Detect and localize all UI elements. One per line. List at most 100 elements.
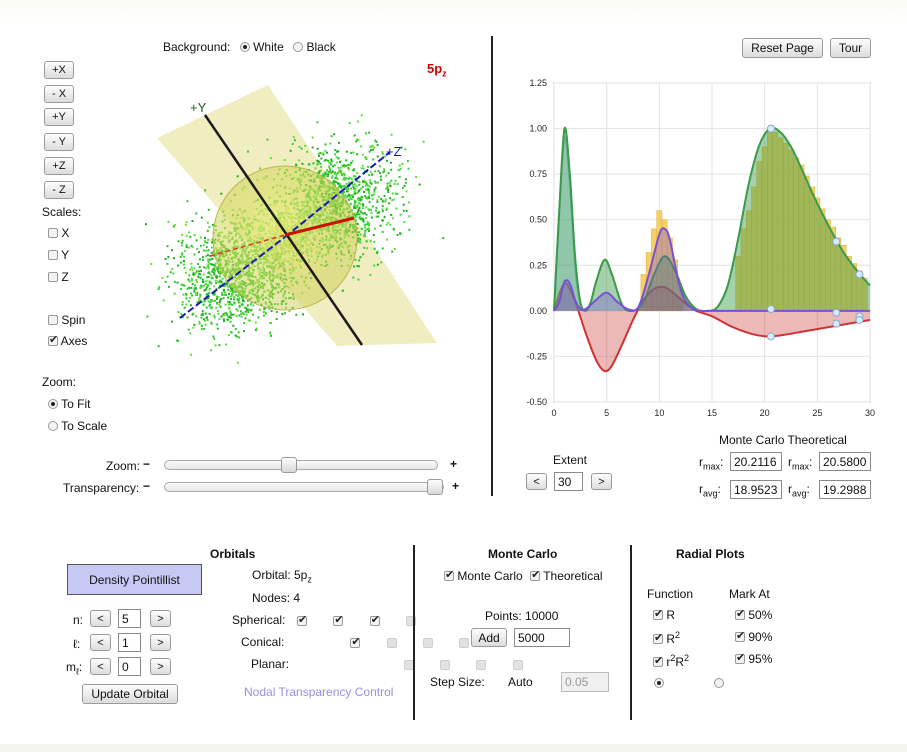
mark-95-checkbox[interactable]	[735, 651, 745, 664]
density-point	[180, 253, 183, 256]
m-decrease-button[interactable]: <	[90, 658, 111, 675]
spherical-node-3-checkbox[interactable]	[369, 613, 380, 626]
orbital-3d-view[interactable]: +Y +Z	[100, 60, 460, 405]
to-scale-radio[interactable]	[48, 421, 58, 431]
density-point	[349, 202, 352, 205]
density-point	[198, 266, 201, 269]
func-r-checkbox[interactable]	[653, 607, 663, 620]
density-point	[210, 322, 213, 325]
density-point	[325, 159, 328, 161]
density-point	[399, 213, 402, 216]
density-point	[223, 313, 226, 316]
density-point	[354, 188, 357, 191]
m-label: mℓ:	[66, 660, 82, 676]
mark-90-checkbox[interactable]	[735, 629, 745, 642]
density-point	[196, 247, 199, 250]
m-label-colon: :	[78, 660, 83, 674]
func-r2-checkbox[interactable]	[653, 631, 663, 644]
density-point	[357, 240, 360, 243]
spherical-node-2-checkbox[interactable]	[333, 613, 344, 626]
n-increase-button[interactable]: >	[150, 610, 171, 627]
density-point	[247, 311, 250, 313]
transparency-slider-thumb[interactable]	[427, 479, 443, 495]
density-point	[206, 229, 209, 232]
density-point	[349, 163, 352, 166]
view-minus-z-button[interactable]: - Z	[44, 181, 74, 199]
step-size-input[interactable]	[561, 672, 609, 692]
add-points-input[interactable]	[514, 628, 570, 647]
tour-button[interactable]: Tour	[830, 38, 871, 58]
density-point	[358, 202, 360, 205]
step-auto-radio[interactable]	[654, 678, 665, 688]
view-plus-z-button[interactable]: +Z	[44, 157, 74, 175]
extent-input[interactable]	[554, 472, 583, 491]
scale-x-checkbox[interactable]	[48, 228, 58, 238]
n-decrease-button[interactable]: <	[90, 610, 111, 627]
add-points-button[interactable]: Add	[471, 628, 507, 647]
density-pointillist-button[interactable]: Density Pointillist	[67, 564, 202, 595]
density-point	[332, 182, 335, 185]
mc-rmax-field[interactable]	[730, 452, 782, 471]
density-point	[381, 208, 384, 211]
zoom-slider[interactable]	[164, 457, 438, 473]
spherical-node-1-checkbox[interactable]	[297, 613, 307, 626]
extent-increase-button[interactable]: >	[591, 473, 612, 490]
step-manual-radio[interactable]	[714, 678, 725, 688]
density-point	[385, 223, 388, 226]
view-minus-x-button[interactable]: - X	[44, 85, 74, 103]
transparency-slider[interactable]	[164, 479, 444, 495]
density-point	[232, 324, 235, 327]
mark-95-label: 95%	[748, 652, 773, 666]
density-point	[362, 253, 365, 256]
l-decrease-button[interactable]: <	[90, 634, 111, 651]
m-input[interactable]	[118, 657, 141, 676]
zoom-minus[interactable]: −	[143, 457, 151, 471]
l-input[interactable]	[118, 633, 141, 652]
density-point	[383, 168, 386, 171]
density-point	[216, 275, 219, 278]
nodal-transparency-link[interactable]: Nodal Transparency Control	[244, 685, 394, 699]
transparency-plus[interactable]: +	[452, 479, 460, 493]
density-point	[383, 155, 386, 158]
view-plus-x-button[interactable]: +X	[44, 61, 74, 79]
mark-50-checkbox[interactable]	[735, 607, 745, 620]
theoretical-checkbox[interactable]	[530, 568, 540, 581]
density-point	[334, 171, 336, 174]
monte-carlo-checkbox[interactable]	[444, 568, 454, 581]
zoom-plus[interactable]: +	[450, 457, 458, 471]
bg-white-radio[interactable]	[239, 42, 250, 52]
radial-plot[interactable]: 0 5 10 15 20 25 30 1.25 1.00 0.75 0.50 0.25 0.00 -0.…	[515, 72, 885, 432]
scale-y-checkbox[interactable]	[48, 250, 58, 260]
update-orbital-button[interactable]: Update Orbital	[82, 684, 178, 704]
spin-checkbox[interactable]	[48, 315, 58, 325]
func-r2R2-checkbox[interactable]	[653, 654, 663, 667]
axes-checkbox[interactable]	[48, 333, 58, 346]
to-fit-radio[interactable]	[48, 399, 58, 409]
density-point	[192, 272, 195, 275]
view-minus-y-button[interactable]: - Y	[44, 133, 74, 151]
density-point	[191, 220, 194, 222]
density-point	[298, 145, 301, 148]
th-ravg-field[interactable]	[819, 480, 871, 499]
bg-black-radio[interactable]	[293, 42, 304, 52]
l-increase-button[interactable]: >	[150, 634, 171, 651]
m-increase-button[interactable]: >	[150, 658, 171, 675]
density-point	[377, 195, 380, 198]
n-input[interactable]	[118, 609, 141, 628]
density-point	[324, 143, 327, 146]
zoom-slider-thumb[interactable]	[281, 457, 297, 473]
density-point	[188, 231, 191, 234]
transparency-minus[interactable]: −	[143, 479, 151, 493]
density-point	[208, 267, 211, 270]
conical-node-1-checkbox[interactable]	[350, 635, 361, 648]
th-rmax-field[interactable]	[819, 452, 871, 471]
scale-z-checkbox[interactable]	[48, 272, 58, 282]
density-point	[229, 303, 232, 306]
density-point	[404, 148, 407, 151]
mc-ravg-field[interactable]	[730, 480, 782, 499]
extent-decrease-button[interactable]: <	[526, 473, 547, 490]
mark-90-label: 90%	[748, 630, 773, 644]
density-point	[225, 283, 228, 286]
reset-page-button[interactable]: Reset Page	[742, 38, 823, 58]
view-plus-y-button[interactable]: +Y	[44, 108, 74, 126]
